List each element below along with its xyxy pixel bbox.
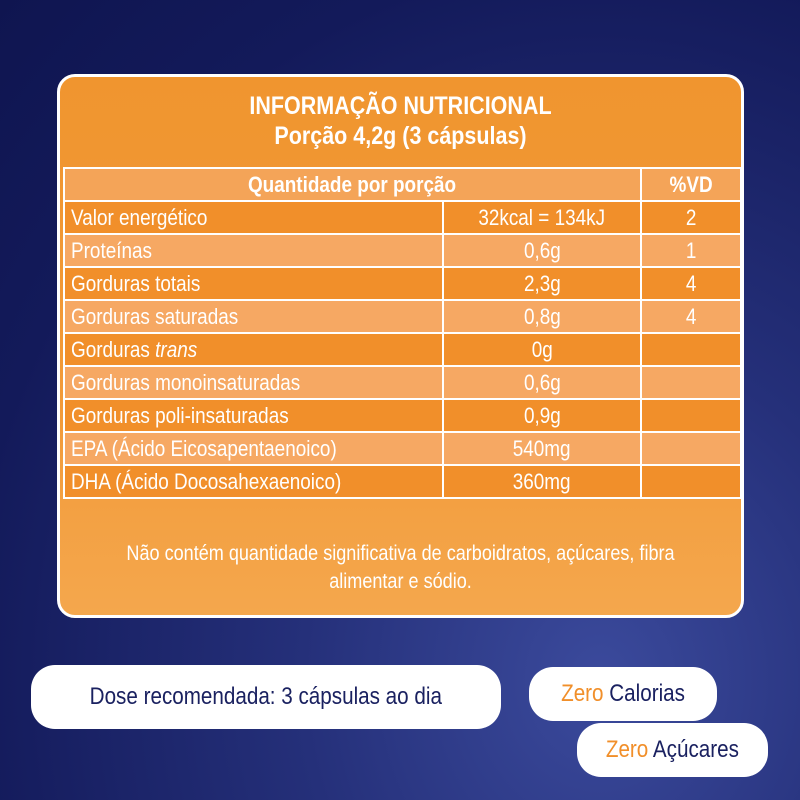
table-row: Gorduras totais 2,3g 4 <box>63 266 741 301</box>
nutrition-table: Quantidade por porção %VD Valor energéti… <box>63 167 741 499</box>
nutrient-name: Gorduras saturadas <box>63 299 444 334</box>
nutrient-vd <box>640 431 741 466</box>
nutrient-amount: 0,6g <box>442 233 642 268</box>
nutrient-amount: 540mg <box>442 431 642 466</box>
dose-badge: Dose recomendada: 3 cápsulas ao dia <box>31 665 501 729</box>
table-row: Gorduras poli-insaturadas 0,9g <box>63 398 741 433</box>
nutrient-vd <box>640 464 741 499</box>
nutrient-name: Valor energético <box>63 200 444 235</box>
nutrient-vd: 4 <box>640 299 741 334</box>
table-row: Gorduras monoinsaturadas 0,6g <box>63 365 741 400</box>
nutrient-name: Gorduras poli-insaturadas <box>63 398 444 433</box>
table-row: Proteínas 0,6g 1 <box>63 233 741 268</box>
table-title: INFORMAÇÃO NUTRICIONAL Porção 4,2g (3 cá… <box>60 91 741 151</box>
nutrient-amount: 0,6g <box>442 365 642 400</box>
nutrient-name: EPA (Ácido Eicosapentaenoico) <box>63 431 444 466</box>
header-vd: %VD <box>640 167 741 202</box>
zero-sugars-badge: Zero Açúcares <box>577 723 768 777</box>
nutrient-vd: 1 <box>640 233 741 268</box>
nutrient-name: Proteínas <box>63 233 444 268</box>
title-line-2: Porção 4,2g (3 cápsulas) <box>274 122 527 150</box>
nutrient-vd <box>640 398 741 433</box>
nutrition-panel: INFORMAÇÃO NUTRICIONAL Porção 4,2g (3 cá… <box>57 74 744 618</box>
zero-word: Zero <box>605 736 649 763</box>
nutrient-name: Gorduras trans <box>63 332 444 367</box>
nutrient-vd <box>640 332 741 367</box>
nutrient-name-prefix: Gorduras <box>71 336 156 362</box>
footnote-line-1: Não contém quantidade significativa de c… <box>126 542 675 565</box>
table-row: Valor energético 32kcal = 134kJ 2 <box>63 200 741 235</box>
nutrient-name: Gorduras totais <box>63 266 444 301</box>
table-row: EPA (Ácido Eicosapentaenoico) 540mg <box>63 431 741 466</box>
nutrient-amount: 0,9g <box>442 398 642 433</box>
title-line-1: INFORMAÇÃO NUTRICIONAL <box>249 92 552 120</box>
nutrient-vd: 2 <box>640 200 741 235</box>
nutrient-name: DHA (Ácido Docosahexaenoico) <box>63 464 444 499</box>
nutrient-name: Gorduras monoinsaturadas <box>63 365 444 400</box>
table-row: Gorduras saturadas 0,8g 4 <box>63 299 741 334</box>
table-header-row: Quantidade por porção %VD <box>63 167 741 202</box>
zero-calories-badge: Zero Calorias <box>529 667 717 721</box>
nutrient-vd <box>640 365 741 400</box>
nutrient-amount: 360mg <box>442 464 642 499</box>
table-footnote: Não contém quantidade significativa de c… <box>60 540 741 596</box>
table-row: DHA (Ácido Docosahexaenoico) 360mg <box>63 464 741 499</box>
nutrient-amount: 32kcal = 134kJ <box>442 200 642 235</box>
nutrient-amount: 2,3g <box>442 266 642 301</box>
nutrient-amount: 0g <box>442 332 642 367</box>
header-quantity: Quantidade por porção <box>63 167 642 202</box>
table-row: Gorduras trans 0g <box>63 332 741 367</box>
zero-word: Zero <box>561 680 604 707</box>
nutrient-amount: 0,8g <box>442 299 642 334</box>
nutrient-name-italic: trans <box>155 336 198 362</box>
footnote-line-2: alimentar e sódio. <box>329 570 472 593</box>
calories-word: Calorias <box>609 680 685 707</box>
nutrient-vd: 4 <box>640 266 741 301</box>
dose-text: Dose recomendada: 3 cápsulas ao dia <box>89 683 443 710</box>
sugars-word: Açúcares <box>653 736 740 763</box>
